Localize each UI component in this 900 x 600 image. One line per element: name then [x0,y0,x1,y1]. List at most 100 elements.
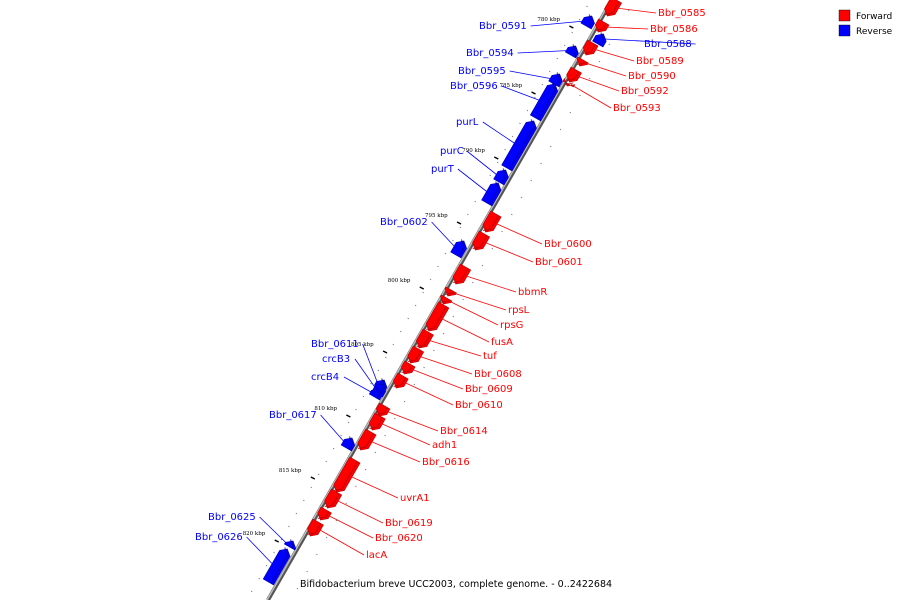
minor-tick [520,196,523,199]
gene-bbr_0590[interactable] [576,56,589,67]
gene-bbr_0589[interactable] [582,39,599,56]
gene-bbr_0616[interactable] [357,428,377,451]
gene-label[interactable]: Bbr_0610 [455,400,503,411]
legend-forward-swatch [838,9,851,22]
gene-rpsg[interactable] [440,294,453,305]
gene-shade [348,436,353,450]
gene-label[interactable]: Bbr_0625 [208,512,256,523]
minor-tick [377,369,380,372]
legend-reverse-label: Reverse [856,27,893,37]
gene-bbr_0602[interactable] [450,239,467,259]
gene-bbmr[interactable] [452,263,472,285]
gene-label[interactable]: Bbr_0595 [458,66,506,77]
gene-bbr_0610[interactable] [393,372,409,389]
gene-leader-line [385,410,439,432]
gene-label[interactable]: Bbr_0592 [621,86,669,97]
minor-tick [370,382,372,385]
minor-tick [556,57,559,60]
gene-shade [453,268,469,284]
gene-label[interactable]: tuf [483,351,497,362]
gene-bbr_0600[interactable] [482,210,502,233]
gene-label[interactable]: Bbr_0609 [465,384,513,395]
gene-body [375,402,391,417]
gene-label[interactable]: crcB3 [322,354,350,365]
gene-label[interactable]: purT [431,164,455,175]
gene-bbr_0625[interactable] [283,539,297,551]
minor-tick [399,330,402,333]
gene-body [262,548,291,586]
gene-label[interactable]: Bbr_0617 [269,410,317,421]
gene-bbr_0594[interactable] [564,44,579,59]
gene-shade [426,306,447,331]
gene-bbr_0591[interactable] [580,14,595,30]
gene-label[interactable]: Bbr_0588 [644,39,692,50]
gene-uvra1[interactable] [333,456,361,493]
gene-label[interactable]: Bbr_0591 [479,21,527,32]
gene-bbr_0617[interactable] [340,436,356,452]
gene-label[interactable]: Bbr_0594 [466,48,514,59]
gene-label[interactable]: Bbr_0608 [474,369,522,380]
gene-rpsl[interactable] [444,286,457,297]
gene-label[interactable]: Bbr_0600 [544,239,592,250]
minor-tick [569,111,572,114]
gene-label[interactable]: uvrA1 [400,493,430,504]
gene-fusa[interactable] [425,301,450,332]
gene-bbr_0619[interactable] [324,488,343,509]
gene-bbr_0588[interactable] [592,32,607,48]
minor-tick [504,148,506,151]
gene-bbr_0585[interactable] [604,0,623,17]
minor-tick [316,553,318,556]
gene-crcb4[interactable] [368,387,383,401]
gene-label[interactable]: Bbr_0614 [440,426,488,437]
gene-leader-line [369,440,421,463]
gene-label[interactable]: Bbr_0611 [311,339,359,350]
gene-purc[interactable] [493,168,509,186]
gene-bbr_0592[interactable] [566,66,582,83]
gene-label[interactable]: Bbr_0620 [375,533,423,544]
gene-bbr_0586[interactable] [595,18,610,33]
gene-label[interactable]: Bbr_0626 [195,532,243,543]
gene-label[interactable]: purL [456,117,479,128]
gene-shade [375,387,380,399]
gene-label[interactable]: Bbr_0590 [628,71,676,82]
minor-tick [258,577,260,580]
gene-bbr_0609[interactable] [401,360,416,375]
gene-label[interactable]: lacA [366,550,387,561]
gene-label[interactable]: Bbr_0619 [385,518,433,529]
gene-bbr_0601[interactable] [472,230,491,251]
gene-label[interactable]: adh1 [432,440,457,451]
gene-shade [472,235,488,250]
minor-tick [265,564,268,567]
gene-purl[interactable] [501,119,537,172]
gene-label[interactable]: Bbr_0586 [650,24,698,35]
gene-shade [599,32,605,46]
gene-label[interactable]: Bbr_0589 [636,56,684,67]
scale-tick-label: 785 kbp [500,83,523,89]
gene-bbr_0614[interactable] [375,402,391,417]
gene-label[interactable]: Bbr_0616 [422,457,470,468]
gene-label[interactable]: Bbr_0601 [535,257,583,268]
gene-label[interactable]: Bbr_0596 [450,81,498,92]
gene-bbr_0620[interactable] [317,506,332,521]
gene-bbr_0608[interactable] [407,345,425,364]
gene-label[interactable]: Bbr_0593 [613,103,661,114]
gene-label[interactable]: Bbr_0602 [380,217,428,228]
gene-body [580,15,595,30]
gene-bbr_0626[interactable] [262,547,291,586]
gene-label[interactable]: rpsG [500,320,523,331]
gene-adh1[interactable] [369,412,386,431]
gene-tuf[interactable] [416,328,434,349]
gene-laca[interactable] [307,518,324,537]
gene-label[interactable]: fusA [491,337,513,348]
gene-label[interactable]: Bbr_0585 [658,8,706,19]
gene-label[interactable]: purC [440,146,464,157]
gene-label[interactable]: bbmR [518,287,547,298]
gene-bbr_0596[interactable] [529,82,559,122]
minor-tick [273,551,275,554]
minor-tick [627,9,630,12]
gene-label[interactable]: crcB4 [311,372,339,383]
scale-tick-label: 795 kbp [425,213,448,219]
gene-purt[interactable] [481,181,502,207]
minor-tick [355,485,357,488]
gene-label[interactable]: rpsL [508,305,530,316]
